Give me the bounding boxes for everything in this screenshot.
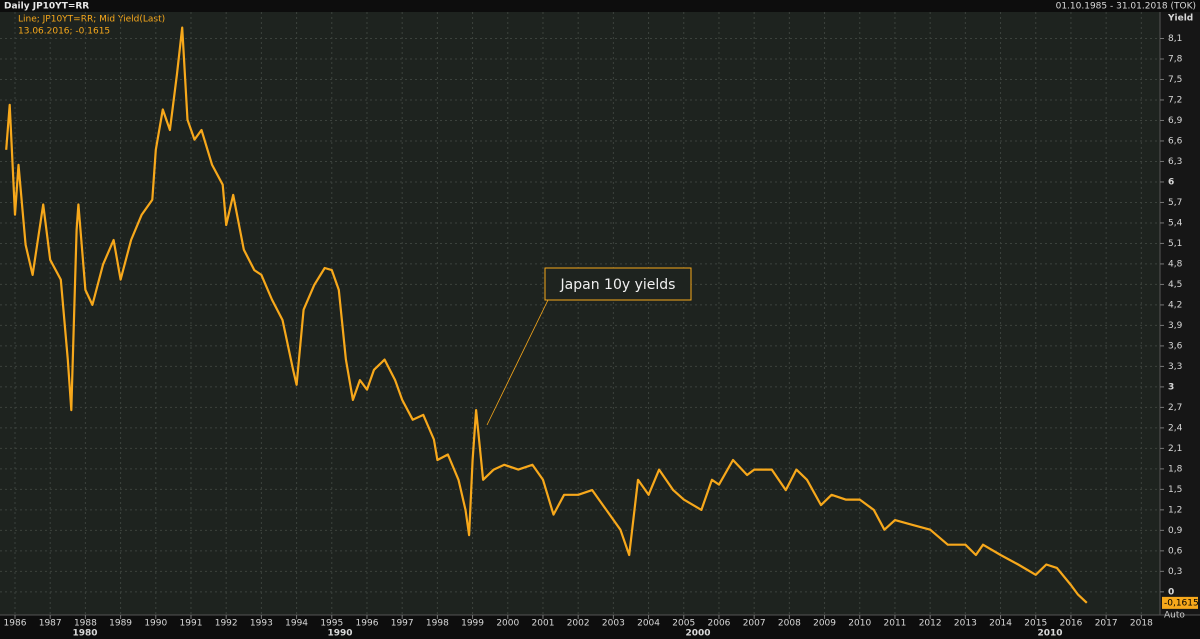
x-tick-label: 2001 <box>532 619 555 629</box>
x-tick-label: 2002 <box>567 619 590 629</box>
x-tick-label: 1999 <box>461 619 484 629</box>
y-tick-label: 2,1 <box>1168 444 1182 454</box>
y-tick-label: 7,8 <box>1168 54 1183 64</box>
y-tick-label: 5,4 <box>1168 218 1183 228</box>
y-tick-label: 6,9 <box>1168 116 1183 126</box>
x-tick-label: 2013 <box>954 619 977 629</box>
x-tick-label: 1995 <box>320 619 343 629</box>
y-axis-area <box>1160 12 1200 615</box>
decade-label: 2000 <box>685 629 710 639</box>
x-tick-label: 2010 <box>848 619 871 629</box>
x-tick-label: 1987 <box>39 619 62 629</box>
x-tick-label: 1998 <box>426 619 449 629</box>
legend-line: 13.06.2016; -0,1615 <box>18 27 110 37</box>
y-tick-label: 1,5 <box>1168 485 1182 495</box>
annotation: Japan 10y yields <box>560 277 676 293</box>
y-tick-label: 8,1 <box>1168 34 1182 44</box>
y-tick-label: 7,5 <box>1168 75 1182 85</box>
y-tick-label: 2,4 <box>1168 423 1183 433</box>
header: Daily JP10YT=RR <box>4 2 89 12</box>
x-tick-label: 1996 <box>356 619 379 629</box>
x-tick-label: 2018 <box>1130 619 1153 629</box>
x-tick-label: 2014 <box>989 619 1012 629</box>
x-tick-label: 1992 <box>215 619 238 629</box>
x-tick-label: 1989 <box>109 619 132 629</box>
y-tick-label: 4,2 <box>1168 300 1182 310</box>
plot-area <box>0 12 1160 615</box>
x-tick-label: 1986 <box>4 619 27 629</box>
decade-label: 1990 <box>327 629 352 639</box>
y-tick-label: 6 <box>1168 177 1174 187</box>
y-tick-label: 4,8 <box>1168 259 1183 269</box>
y-tick-label: 2,7 <box>1168 403 1182 413</box>
x-tick-label: 1993 <box>250 619 273 629</box>
y-axis-label: Yield <box>1167 14 1193 24</box>
y-tick-label: 6,3 <box>1168 157 1182 167</box>
x-tick-label: 2011 <box>884 619 907 629</box>
x-tick-label: 2017 <box>1095 619 1118 629</box>
line-series <box>5 26 1088 604</box>
x-tick-label: 1991 <box>180 619 203 629</box>
y-tick-label: 7,2 <box>1168 95 1182 105</box>
x-tick-label: 2006 <box>708 619 731 629</box>
y-tick-label: 0,3 <box>1168 567 1182 577</box>
decade-label: 1980 <box>72 629 97 639</box>
y-tick-label: 3,6 <box>1168 341 1183 351</box>
x-tick-label: 2016 <box>1059 619 1082 629</box>
last-value-label: -0,1615 <box>1164 598 1199 608</box>
y-tick-label: 1,8 <box>1168 464 1183 474</box>
x-tick-label: 2005 <box>672 619 695 629</box>
x-tick-label: 1994 <box>285 619 308 629</box>
last-value-box <box>1162 596 1198 609</box>
x-tick-label: 2004 <box>637 619 660 629</box>
y-tick-label: 3,9 <box>1168 321 1183 331</box>
x-tick-label: 2012 <box>919 619 942 629</box>
annotation-pointer <box>486 299 549 426</box>
legend-line: Line; JP10YT=RR; Mid Yield(Last) <box>18 15 165 25</box>
x-tick-label: 1990 <box>144 619 167 629</box>
y-tick-label: 1,2 <box>1168 505 1182 515</box>
x-tick-label: 2007 <box>743 619 766 629</box>
x-tick-label: 1988 <box>74 619 97 629</box>
annotation-box <box>544 267 692 301</box>
x-tick-label: 2000 <box>496 619 519 629</box>
x-tick-label: 1997 <box>391 619 414 629</box>
x-tick-label: 2009 <box>813 619 836 629</box>
y-tick-label: 6,6 <box>1168 136 1183 146</box>
grid <box>0 12 1160 615</box>
scale-mode: Auto <box>1164 610 1185 620</box>
y-tick-label: 0,6 <box>1168 546 1183 556</box>
x-tick-label: 2015 <box>1024 619 1047 629</box>
marks <box>5 26 1088 604</box>
y-tick-label: 0 <box>1168 587 1174 597</box>
y-tick-label: 5,7 <box>1168 198 1182 208</box>
x-tick-label: 2003 <box>602 619 625 629</box>
y-tick-label: 3 <box>1168 382 1174 392</box>
y-tick-label: 3,3 <box>1168 362 1182 372</box>
y-tick-label: 0,9 <box>1168 526 1183 536</box>
y-tick-label: 5,1 <box>1168 239 1182 249</box>
decade-label: 2010 <box>1037 629 1062 639</box>
y-tick-label: 4,5 <box>1168 280 1182 290</box>
date-range: 01.10.1985 - 31.01.2018 (TOK) <box>1056 2 1196 12</box>
x-tick-label: 2008 <box>778 619 801 629</box>
